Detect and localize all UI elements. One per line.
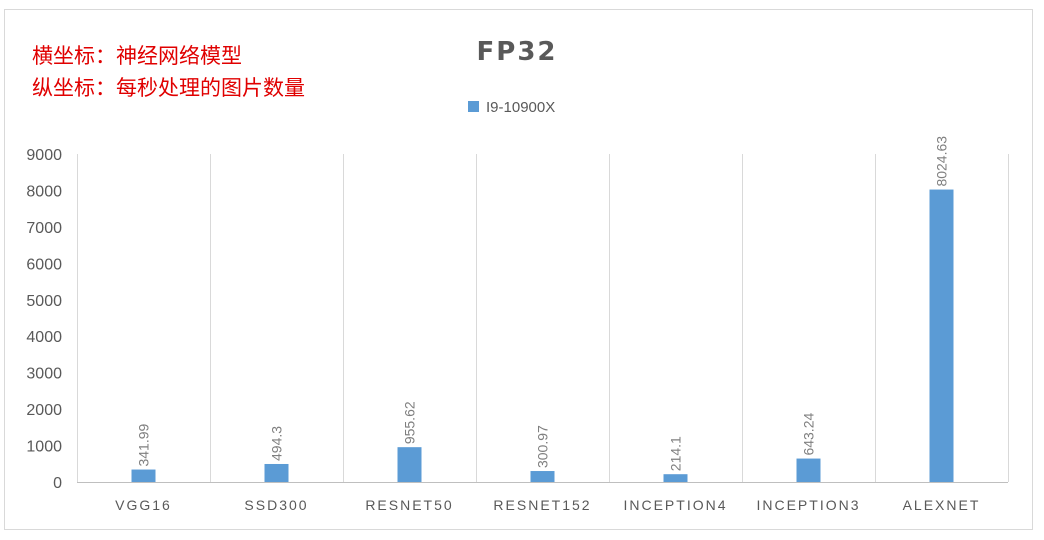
bar	[530, 471, 555, 482]
data-label: 341.99	[136, 424, 152, 467]
bar	[929, 189, 954, 482]
x-axis-note: 横坐标：神经网络模型	[32, 44, 242, 68]
chart-frame	[4, 9, 1033, 530]
y-tick-label: 7000	[26, 220, 62, 237]
y-tick-label: 3000	[26, 366, 62, 383]
legend-label: I9-10900X	[486, 99, 555, 116]
bar	[264, 463, 289, 482]
y-tick-label: 4000	[26, 329, 62, 346]
y-tick-label: 1000	[26, 439, 62, 456]
bar	[663, 474, 688, 482]
bar	[796, 458, 821, 482]
bar	[131, 469, 156, 482]
y-tick-label: 6000	[26, 256, 62, 273]
x-tick-label: INCEPTION4	[623, 497, 727, 513]
x-tick-label: RESNET152	[493, 497, 591, 513]
x-tick-label: VGG16	[115, 497, 172, 513]
y-tick-label: 0	[53, 475, 62, 492]
x-tick-label: ALEXNET	[903, 497, 981, 513]
data-label: 214.1	[668, 436, 684, 471]
y-tick-label: 2000	[26, 402, 62, 419]
y-axis-note: 纵坐标：每秒处理的图片数量	[32, 76, 305, 100]
chart-title: FP32	[477, 37, 558, 67]
x-tick-label: INCEPTION3	[756, 497, 860, 513]
x-tick-label: SSD300	[244, 497, 308, 513]
data-label: 494.3	[269, 426, 285, 461]
bar	[397, 447, 422, 482]
y-tick-label: 9000	[26, 147, 62, 164]
data-label: 955.62	[402, 401, 418, 444]
data-label: 300.97	[535, 425, 551, 468]
y-tick-label: 8000	[26, 183, 62, 200]
y-tick-label: 5000	[26, 293, 62, 310]
legend-swatch	[468, 101, 479, 112]
data-label: 643.24	[801, 413, 817, 456]
x-tick-label: RESNET50	[365, 497, 453, 513]
data-label: 8024.63	[934, 136, 950, 187]
